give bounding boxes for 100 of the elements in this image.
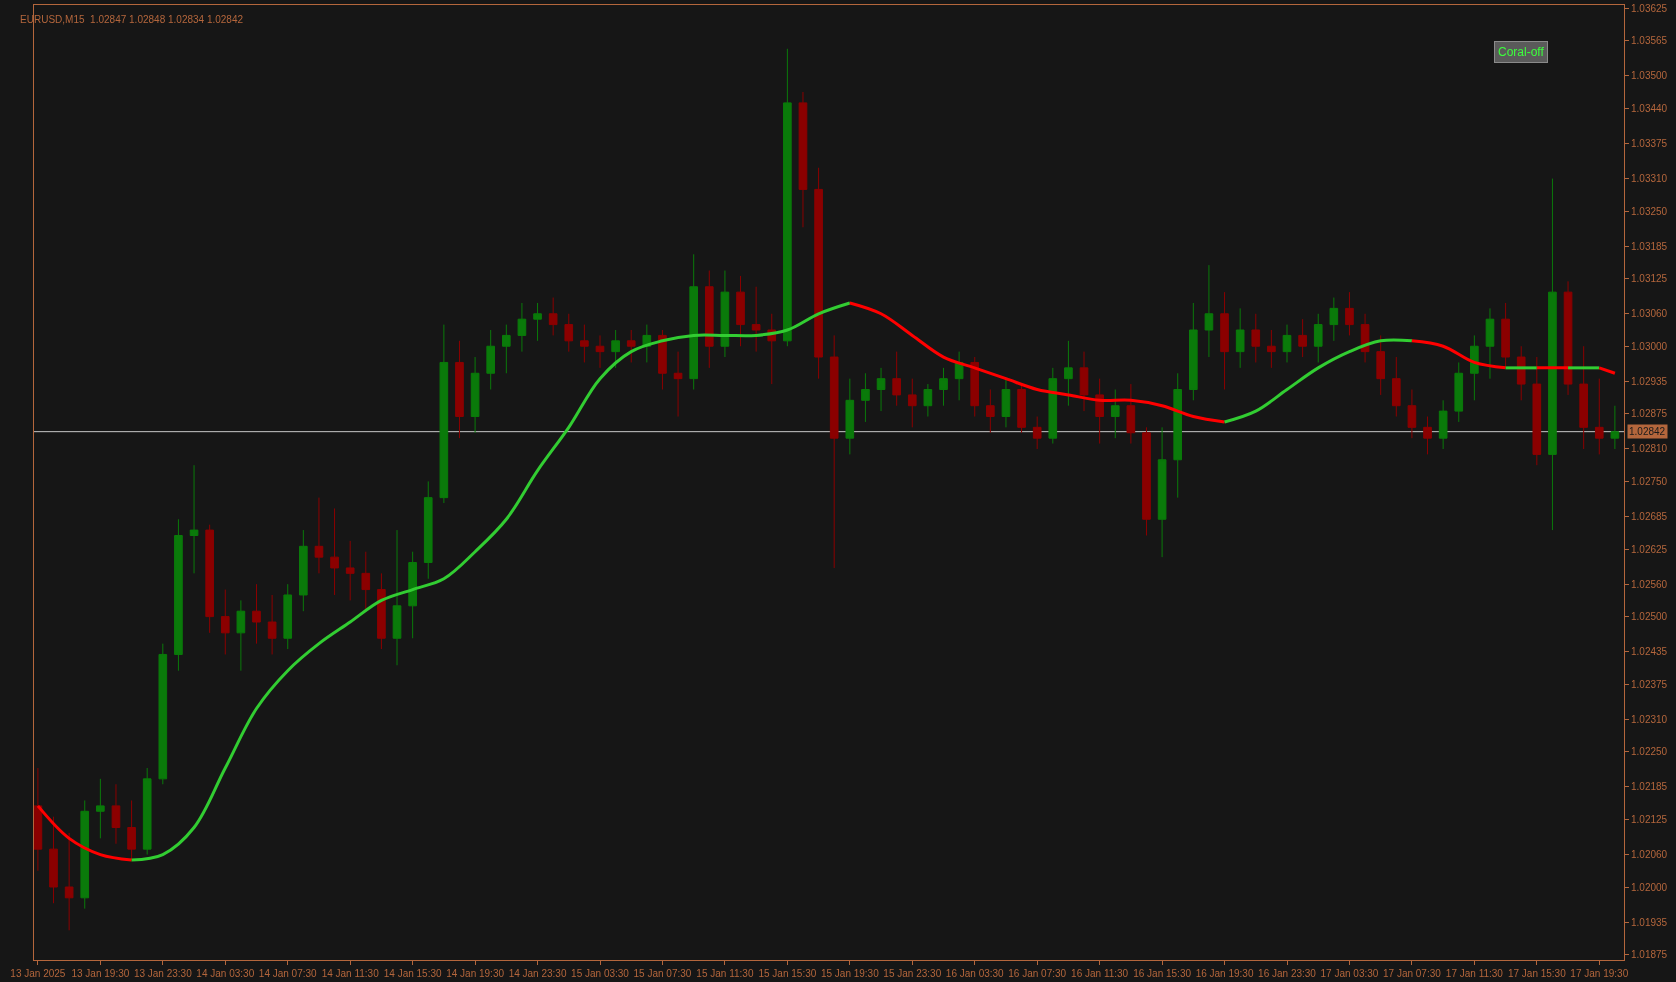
y-tick-label: 1.03185 (1631, 240, 1668, 252)
x-tick-label: 15 Jan 19:30 (820, 968, 880, 979)
candlestick (158, 643, 168, 785)
y-tick-label: 1.02125 (1631, 813, 1668, 825)
candlestick (1126, 383, 1136, 445)
y-tick-label: 1.02435 (1631, 646, 1668, 658)
y-tick-label: 1.02625 (1631, 543, 1668, 555)
candlestick (220, 589, 230, 655)
candlestick (252, 583, 261, 645)
candlestick (1313, 313, 1323, 363)
x-tick-label: 13 Jan 23:30 (133, 968, 193, 979)
candlestick (673, 351, 683, 418)
candlestick (64, 832, 74, 931)
x-tick-label: 14 Jan 15:30 (383, 968, 442, 979)
line-series (36, 804, 134, 862)
candlestick (689, 253, 699, 390)
x-tick-label: 15 Jan 03:30 (571, 968, 630, 979)
candlestick (892, 351, 901, 407)
x-tick-label: 14 Jan 23:30 (508, 968, 567, 979)
candlestick (1610, 405, 1620, 450)
candlestick (1329, 297, 1339, 342)
y-tick-label: 1.03565 (1631, 35, 1668, 47)
x-tick-label: 15 Jan 23:30 (883, 968, 942, 979)
candlestick (798, 91, 808, 228)
candlestick (939, 367, 948, 407)
x-tick-label: 16 Jan 19:30 (1195, 968, 1254, 979)
x-tick-label: 16 Jan 15:30 (1133, 968, 1192, 979)
y-tick-label: 1.02185 (1631, 781, 1668, 793)
candlestick (1251, 313, 1261, 363)
candlestick (470, 356, 480, 434)
y-tick-label: 1.02310 (1631, 713, 1668, 725)
candlestick (1064, 340, 1073, 407)
candlestick (1485, 307, 1495, 380)
candlestick (533, 302, 542, 342)
x-tick-label: 13 Jan 2025 (10, 968, 66, 979)
candlestick (1391, 356, 1401, 418)
y-tick-label: 1.03375 (1631, 137, 1668, 149)
candlestick (751, 286, 761, 353)
candlestick (392, 529, 402, 666)
candlestick (580, 324, 589, 363)
candlestick (658, 329, 667, 390)
y-tick-label: 1.03440 (1631, 102, 1668, 114)
candlestick (174, 518, 183, 672)
x-tick-label: 17 Jan 03:30 (1320, 968, 1379, 979)
x-tick-label: 14 Jan 03:30 (196, 968, 255, 979)
candlestick (1235, 307, 1245, 369)
candlestick (970, 356, 980, 418)
x-tick-label: 14 Jan 11:30 (321, 968, 380, 979)
annotation: Coral-off (1498, 45, 1545, 59)
x-tick-label: 16 Jan 11:30 (1071, 968, 1129, 979)
x-tick-label: 17 Jan 07:30 (1383, 968, 1442, 979)
y-tick-label: 1.02875 (1631, 408, 1668, 420)
candlestick (283, 583, 293, 650)
y-tick-label: 1.03125 (1631, 273, 1668, 285)
candlestick (49, 816, 58, 904)
candlestick (1454, 361, 1464, 423)
candlestick (548, 297, 558, 336)
y-tick-label: 1.02560 (1631, 578, 1668, 590)
x-tick-label: 17 Jan 11:30 (1445, 968, 1504, 979)
y-tick-label: 1.02060 (1631, 849, 1668, 861)
x-tick-label: 16 Jan 07:30 (1008, 968, 1067, 979)
candlestick (96, 778, 105, 839)
candlestick (1189, 302, 1198, 401)
candlestick (111, 783, 121, 845)
candlestick (1267, 329, 1276, 369)
candlestick (1017, 383, 1026, 434)
y-tick-label: 1.02250 (1631, 746, 1668, 758)
y-tick-label: 1.01935 (1631, 916, 1668, 928)
y-tick-label: 1.02935 (1631, 375, 1668, 387)
candlestick (408, 551, 417, 639)
candlestick (345, 540, 355, 601)
candlestick (205, 524, 214, 634)
candlestick (455, 340, 464, 439)
ref-line-label: 1.02842 (1629, 426, 1666, 437)
candlestick (564, 313, 574, 353)
candlestick (377, 572, 386, 650)
y-tick-label: 1.02685 (1631, 511, 1668, 523)
candlestick (720, 270, 730, 358)
candlestick (1501, 302, 1510, 369)
x-tick-label: 15 Jan 07:30 (633, 968, 692, 979)
candlestick (267, 594, 277, 655)
x-tick-label: 15 Jan 15:30 (758, 968, 817, 979)
candlestick (1360, 313, 1370, 363)
y-tick-label: 1.02810 (1631, 443, 1668, 455)
candlestick (861, 372, 870, 423)
candlestick (1532, 356, 1542, 466)
x-tick-label: 13 Jan 19:30 (71, 968, 130, 979)
candlestick (1594, 378, 1604, 455)
candlestick (1142, 426, 1151, 536)
candlestick (1407, 388, 1417, 439)
candlestick (189, 464, 199, 574)
candlestick (299, 529, 308, 612)
candlestick (423, 480, 433, 580)
candlestick (127, 799, 136, 861)
candlestick (1048, 367, 1058, 445)
candlestick (361, 551, 371, 612)
candlestick (736, 275, 745, 347)
candlestick (1345, 291, 1354, 336)
candlestick (1282, 324, 1292, 363)
y-tick-label: 1.03250 (1631, 205, 1668, 217)
